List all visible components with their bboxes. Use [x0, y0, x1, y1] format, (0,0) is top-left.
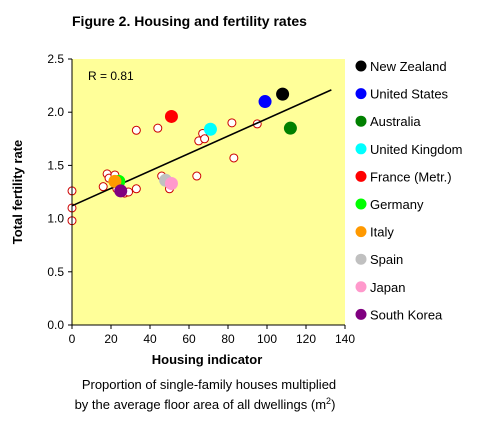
x-tick-label: 40	[143, 332, 157, 346]
x-axis-subtitle-line-2: by the average floor area of all dwellin…	[75, 396, 336, 412]
legend-marker-new-zealand	[355, 60, 367, 72]
y-tick-label: 1.5	[47, 158, 64, 172]
legend-marker-japan	[355, 281, 367, 293]
legend-marker-south-korea	[355, 308, 367, 320]
legend-label-japan: Japan	[370, 280, 405, 295]
data-point-united-kingdom	[203, 122, 217, 136]
data-point-united-states	[258, 95, 272, 109]
plot-area	[72, 59, 345, 325]
data-point-other-country	[131, 125, 141, 135]
data-point-other-country	[192, 171, 202, 181]
data-point-japan	[164, 176, 178, 190]
data-point-new-zealand	[276, 87, 290, 101]
legend-marker-australia	[355, 115, 367, 127]
legend-label-france-metr: France (Metr.)	[370, 169, 452, 184]
y-axis-title: Total fertility rate	[10, 140, 25, 245]
legend-label-south-korea: South Korea	[370, 307, 443, 322]
subtitle-close: )	[331, 397, 335, 412]
correlation-annotation: R = 0.81	[88, 69, 134, 83]
x-tick-label: 0	[69, 332, 76, 346]
data-point-france-metr	[164, 109, 178, 123]
y-tick-label: 0.0	[47, 318, 64, 332]
legend-marker-united-states	[355, 88, 367, 100]
x-tick-label: 20	[104, 332, 118, 346]
data-point-italy	[108, 174, 122, 188]
data-point-australia	[283, 121, 297, 135]
legend-marker-spain	[355, 253, 367, 265]
legend-marker-germany	[355, 198, 367, 210]
legend-label-united-kingdom: United Kingdom	[370, 142, 463, 157]
x-tick-label: 60	[182, 332, 196, 346]
data-point-other-country	[98, 182, 108, 192]
subtitle-text: by the average floor area of all dwellin…	[75, 397, 326, 412]
legend-label-australia: Australia	[370, 114, 421, 129]
y-tick-label: 1.0	[47, 212, 64, 226]
legend-label-united-states: United States	[370, 87, 449, 102]
legend-label-germany: Germany	[370, 197, 424, 212]
data-point-other-country	[200, 134, 210, 144]
data-point-other-country	[131, 184, 141, 194]
x-axis-subtitle-line-1: Proportion of single-family houses multi…	[82, 377, 336, 392]
x-tick-label: 100	[257, 332, 277, 346]
legend-marker-united-kingdom	[355, 143, 367, 155]
data-point-south-korea	[114, 184, 128, 198]
y-tick-label: 2.5	[47, 52, 64, 66]
data-point-other-country	[229, 153, 239, 163]
x-axis-title: Housing indicator	[152, 352, 263, 367]
chart-title: Figure 2. Housing and fertility rates	[72, 13, 307, 29]
x-tick-label: 80	[221, 332, 235, 346]
y-tick-label: 2.0	[47, 105, 64, 119]
legend-marker-france-metr	[355, 170, 367, 182]
x-tick-label: 120	[296, 332, 316, 346]
y-tick-label: 0.5	[47, 265, 64, 279]
subtitle-superscript: 2	[326, 396, 331, 406]
data-point-other-country	[227, 118, 237, 128]
legend-marker-italy	[355, 226, 367, 238]
legend-label-new-zealand: New Zealand	[370, 59, 447, 74]
legend-label-spain: Spain	[370, 252, 403, 267]
x-tick-label: 140	[335, 332, 355, 346]
data-point-other-country	[153, 123, 163, 133]
legend-label-italy: Italy	[370, 225, 394, 240]
